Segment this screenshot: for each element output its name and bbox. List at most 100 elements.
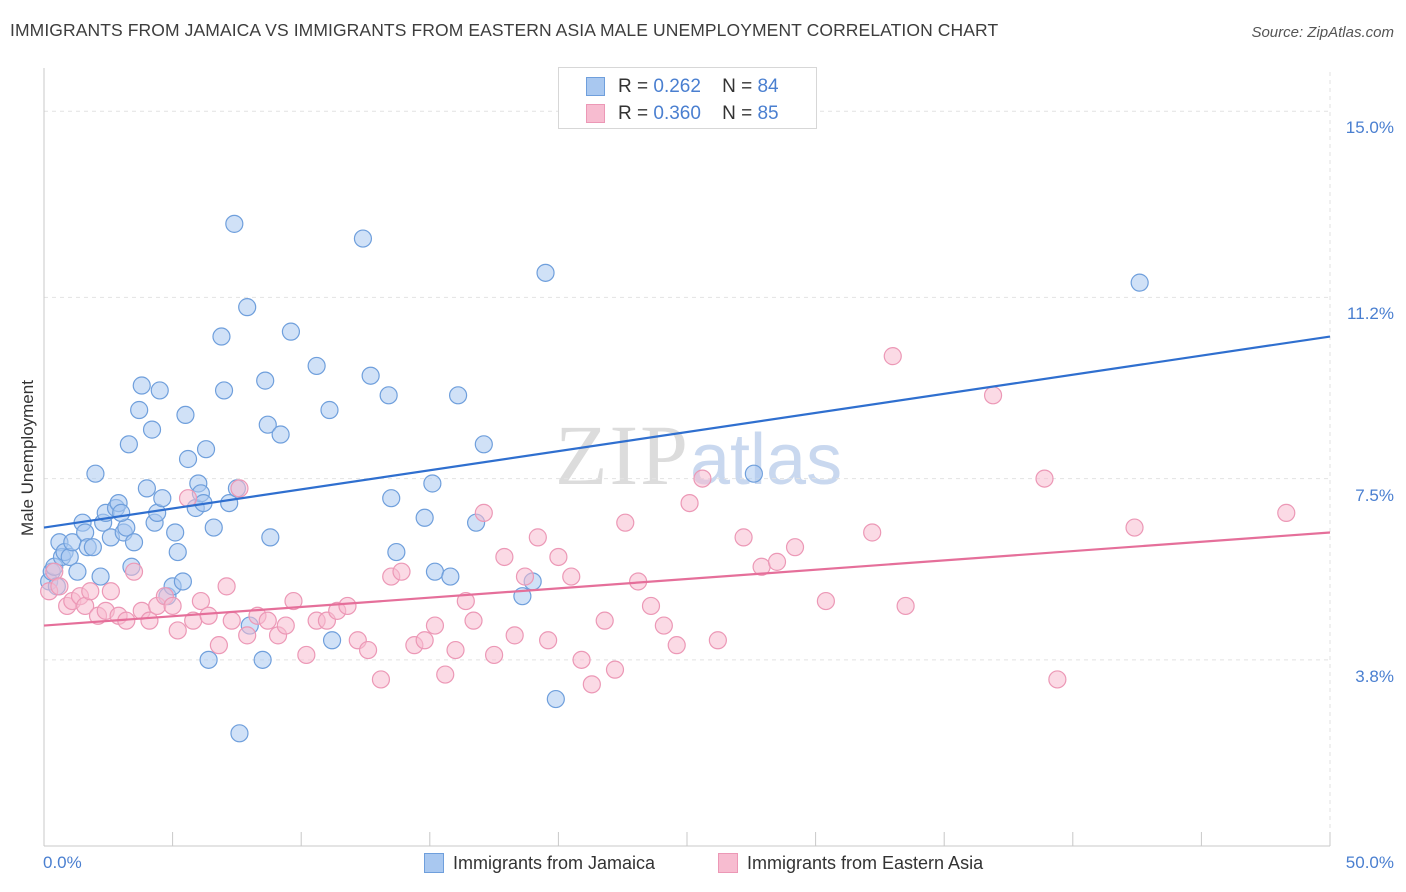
jamaica-point-23 (119, 435, 138, 454)
legend-swatch-eastern-asia (586, 104, 605, 123)
eastern-asia-point-82 (1048, 670, 1067, 689)
eastern-asia-point-20 (178, 489, 198, 508)
eastern-asia-point-83 (1125, 518, 1144, 537)
jamaica-point-53 (238, 298, 257, 317)
legend-n-label: N = (722, 76, 753, 97)
eastern-asia-point-63 (605, 660, 625, 679)
eastern-asia-point-57 (539, 631, 558, 650)
eastern-asia-point-2 (50, 577, 69, 596)
eastern-asia-point-24 (209, 636, 228, 655)
watermark-atlas: atlas (690, 420, 843, 500)
jamaica-point-33 (153, 489, 172, 508)
y-tick-label-1: 7.5% (1355, 485, 1394, 505)
jamaica-point-47 (212, 327, 231, 346)
jamaica-point-44 (196, 440, 216, 459)
eastern-asia-point-64 (616, 513, 635, 532)
series-legend-jamaica: Immigrants from Jamaica (424, 853, 655, 874)
jamaica-point-48 (214, 381, 234, 400)
legend-r-label: R = (618, 76, 649, 97)
eastern-asia-point-61 (582, 675, 601, 694)
legend-r-value: 0.262 (653, 76, 701, 97)
series-label-jamaica: Immigrants from Jamaica (453, 853, 656, 873)
jamaica-point-39 (176, 405, 195, 425)
jamaica-trend-line (43, 335, 1331, 529)
eastern-asia-point-33 (284, 591, 303, 611)
eastern-asia-point-54 (505, 626, 524, 645)
jamaica-point-50 (225, 214, 244, 233)
eastern-asia-point-60 (572, 650, 591, 669)
jamaica-point-56 (256, 371, 275, 390)
eastern-asia-point-41 (371, 670, 391, 689)
eastern-asia-point-76 (816, 591, 835, 611)
legend-n-label: N = (722, 103, 753, 124)
jamaica-point-79 (546, 689, 565, 709)
jamaica-point-83 (112, 503, 131, 522)
jamaica-point-75 (474, 435, 493, 454)
jamaica-point-14 (86, 464, 105, 483)
series-swatch-jamaica (424, 853, 444, 873)
series-swatch-eastern-asia (718, 853, 738, 873)
source-credit: Source: ZipAtlas.com (1251, 24, 1394, 41)
eastern-asia-point-70 (693, 469, 712, 488)
eastern-asia-point-7 (81, 582, 100, 601)
y-tick-label-2: 11.2% (1347, 304, 1394, 324)
legend-swatch-jamaica (586, 77, 605, 96)
jamaica-point-45 (199, 650, 218, 669)
y-tick-label-0: 3.8% (1355, 666, 1394, 686)
x-tick-label-min: 0.0% (43, 853, 82, 872)
jamaica-point-65 (361, 366, 380, 385)
eastern-asia-point-22 (191, 591, 210, 611)
jamaica-point-60 (281, 322, 301, 341)
eastern-asia-point-52 (485, 645, 504, 665)
watermark: ZIPatlas (555, 405, 842, 505)
legend-r-label: R = (618, 103, 649, 124)
eastern-asia-point-34 (297, 645, 316, 665)
eastern-asia-point-38 (338, 596, 357, 616)
jamaica-point-36 (166, 523, 185, 542)
jamaica-point-67 (382, 489, 401, 508)
eastern-asia-point-45 (415, 631, 434, 650)
jamaica-point-40 (178, 449, 198, 469)
eastern-asia-point-25 (217, 577, 236, 596)
eastern-asia-point-80 (983, 386, 1003, 405)
eastern-asia-point-10 (101, 582, 120, 601)
legend-n-value: 84 (757, 76, 779, 97)
eastern-asia-point-74 (767, 552, 787, 571)
eastern-asia-point-66 (641, 596, 661, 616)
jamaica-point-62 (320, 400, 339, 420)
eastern-asia-point-48 (446, 640, 465, 660)
eastern-asia-point-68 (667, 636, 686, 655)
eastern-asia-point-53 (495, 547, 514, 567)
jamaica-point-81 (1130, 273, 1149, 292)
eastern-asia-point-13 (124, 562, 144, 581)
eastern-asia-point-51 (474, 503, 493, 522)
eastern-asia-point-79 (896, 596, 915, 616)
series-legend-eastern-asia: Immigrants from Eastern Asia (718, 853, 983, 874)
eastern-asia-point-78 (883, 347, 902, 366)
eastern-asia-point-26 (222, 611, 241, 630)
jamaica-point-70 (423, 474, 442, 493)
eastern-asia-point-43 (392, 562, 411, 581)
eastern-asia-point-32 (276, 616, 295, 635)
eastern-asia-point-19 (168, 621, 187, 640)
jamaica-point-71 (425, 562, 445, 581)
jamaica-point-55 (253, 650, 272, 669)
watermark-zip: ZIP (555, 407, 690, 503)
eastern-asia-point-77 (863, 523, 882, 542)
eastern-asia-point-27 (230, 479, 249, 498)
jamaica-point-73 (448, 386, 468, 405)
legend-n-value: 85 (757, 103, 779, 124)
eastern-asia-point-69 (680, 493, 699, 513)
jamaica-point-57 (258, 415, 277, 434)
jamaica-point-28 (137, 479, 156, 498)
eastern-asia-point-46 (425, 616, 445, 635)
jamaica-point-25 (124, 533, 144, 552)
eastern-asia-point-49 (456, 591, 475, 611)
eastern-asia-point-59 (562, 567, 581, 586)
jamaica-point-68 (387, 542, 406, 562)
eastern-asia-point-56 (528, 528, 547, 547)
jamaica-point-29 (142, 420, 162, 439)
jamaica-point-52 (230, 724, 249, 743)
eastern-asia-point-62 (595, 611, 614, 630)
